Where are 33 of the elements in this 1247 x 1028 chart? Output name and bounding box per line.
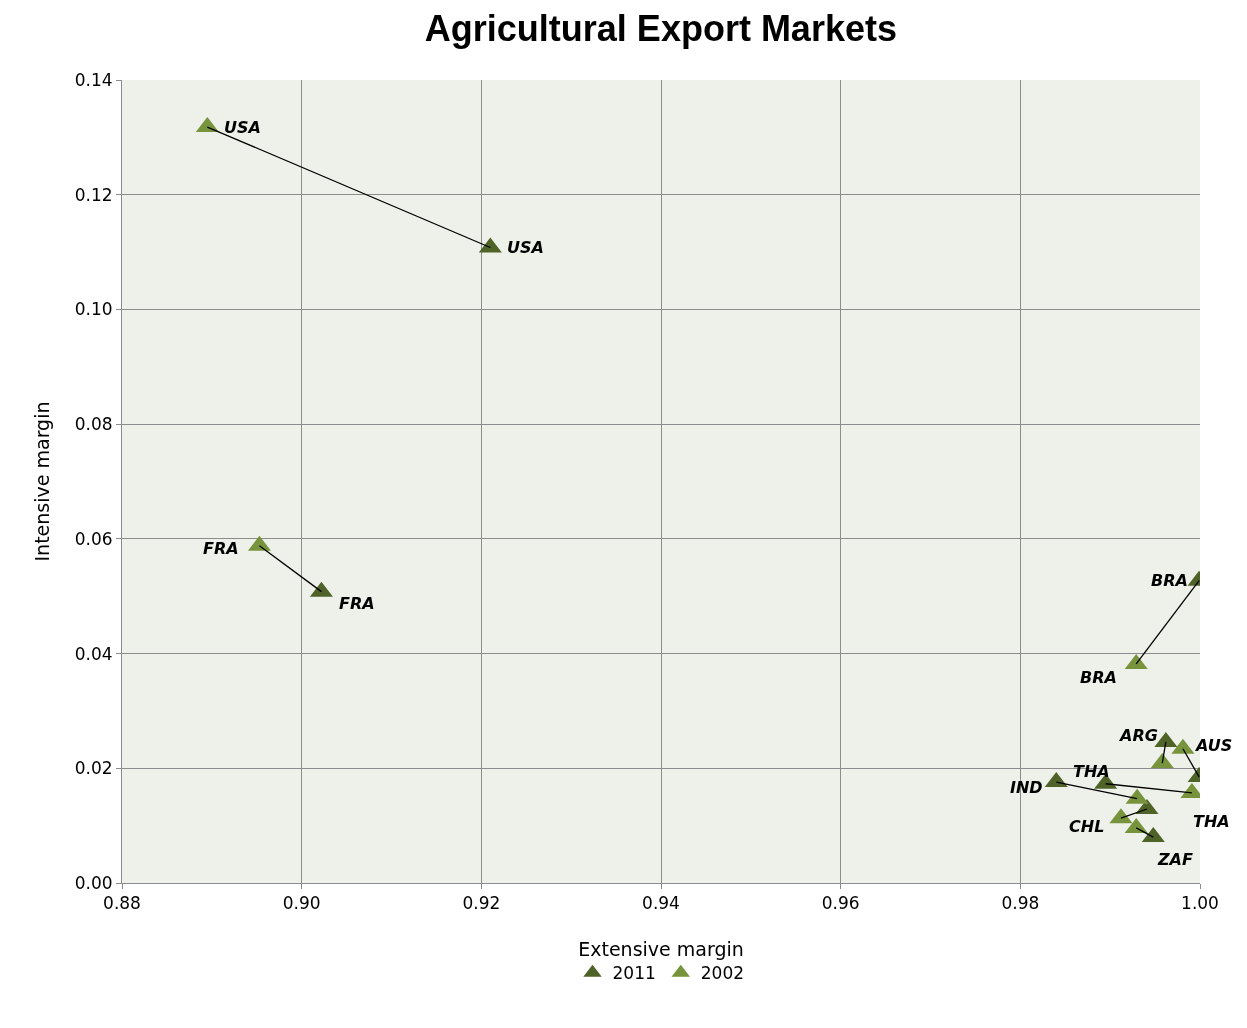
y-tick-label: 0.06 xyxy=(74,528,113,549)
x-tick-label: 0.92 xyxy=(462,893,501,914)
y-tick-label: 0.00 xyxy=(74,872,113,893)
annotation: ARG xyxy=(1118,726,1158,745)
x-tick-label: 0.96 xyxy=(821,893,860,914)
annotation: AUS xyxy=(1194,736,1233,755)
annotation: CHL xyxy=(1069,817,1105,836)
chart-title: Agricultural Export Markets xyxy=(424,7,897,49)
annotation: FRA xyxy=(203,539,239,558)
y-tick-label: 0.08 xyxy=(74,414,113,435)
legend-label: 2002 xyxy=(700,963,745,984)
annotation: THA xyxy=(1193,812,1230,831)
annotation: ZAF xyxy=(1157,850,1193,869)
x-tick-label: 0.94 xyxy=(642,893,680,914)
annotation: FRA xyxy=(339,594,375,613)
annotation: IND xyxy=(1010,778,1043,797)
y-tick-label: 0.10 xyxy=(74,299,113,320)
x-tick-label: 0.98 xyxy=(1001,893,1040,914)
y-axis-title: Intensive margin xyxy=(30,401,53,562)
x-tick-label: 1.00 xyxy=(1181,893,1219,914)
y-tick-label: 0.04 xyxy=(74,643,113,664)
annotation: BRA xyxy=(1151,571,1188,590)
x-tick-label: 0.88 xyxy=(103,893,141,914)
annotation: USA xyxy=(224,118,261,137)
annotation: THA xyxy=(1073,762,1110,781)
legend-label: 2011 xyxy=(612,963,656,984)
x-axis-title: Extensive margin xyxy=(578,938,744,961)
x-tick-label: 0.90 xyxy=(282,893,321,914)
y-tick-label: 0.12 xyxy=(74,184,113,205)
annotation: BRA xyxy=(1080,668,1117,687)
annotation: USA xyxy=(507,238,544,257)
y-tick-label: 0.14 xyxy=(74,69,113,90)
y-tick-label: 0.02 xyxy=(74,758,113,779)
